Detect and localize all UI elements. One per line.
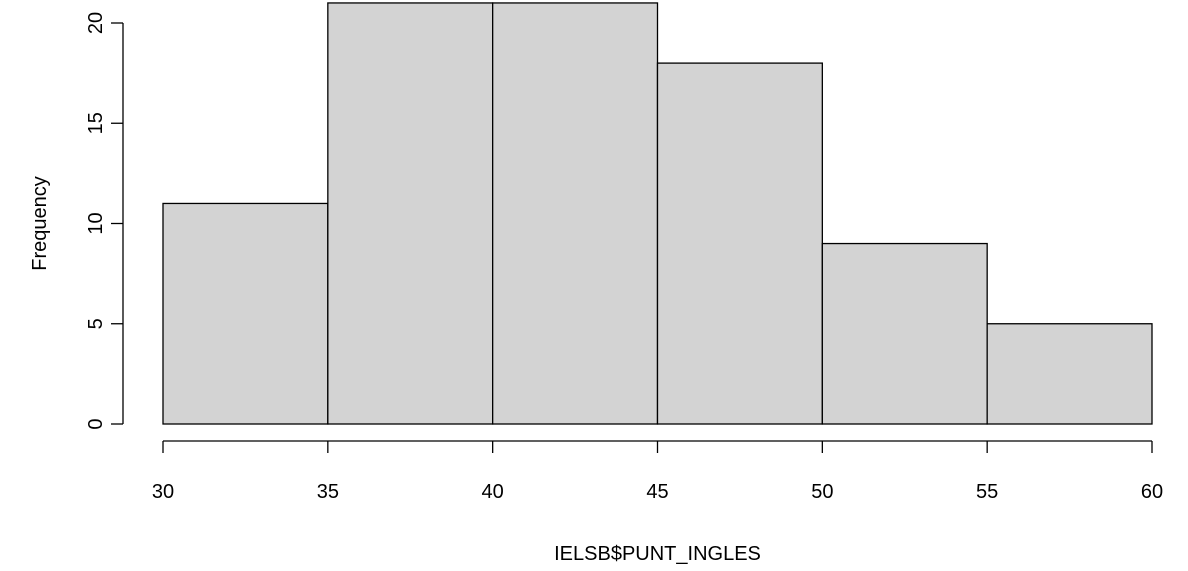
y-axis: 0 5 10 15 20 <box>85 12 124 430</box>
histogram-bar <box>492 2 659 425</box>
x-tick-label: 60 <box>1141 481 1163 503</box>
y-tick-label: 5 <box>85 318 107 329</box>
histogram-bar <box>162 202 329 425</box>
y-tick-label: 15 <box>85 112 107 134</box>
x-tick-label: 45 <box>646 481 668 503</box>
x-tick-label: 35 <box>317 481 339 503</box>
bars-group <box>162 2 1153 425</box>
x-axis: 30 35 40 45 50 55 60 <box>152 440 1163 503</box>
x-axis-title: IELSB$PUNT_INGLES <box>554 543 761 565</box>
histogram-bar <box>986 323 1153 425</box>
x-tick-label: 55 <box>976 481 998 503</box>
y-axis-title: Frequency <box>29 176 51 271</box>
y-tick-label: 10 <box>85 212 107 234</box>
histogram-bar <box>656 62 823 425</box>
x-tick-label: 50 <box>811 481 833 503</box>
x-tick-label: 30 <box>152 481 174 503</box>
histogram-bar <box>821 242 988 425</box>
y-tick-label: 0 <box>85 418 107 429</box>
y-tick-label: 20 <box>85 12 107 34</box>
x-tick-label: 40 <box>482 481 504 503</box>
histogram-bar <box>327 2 494 425</box>
